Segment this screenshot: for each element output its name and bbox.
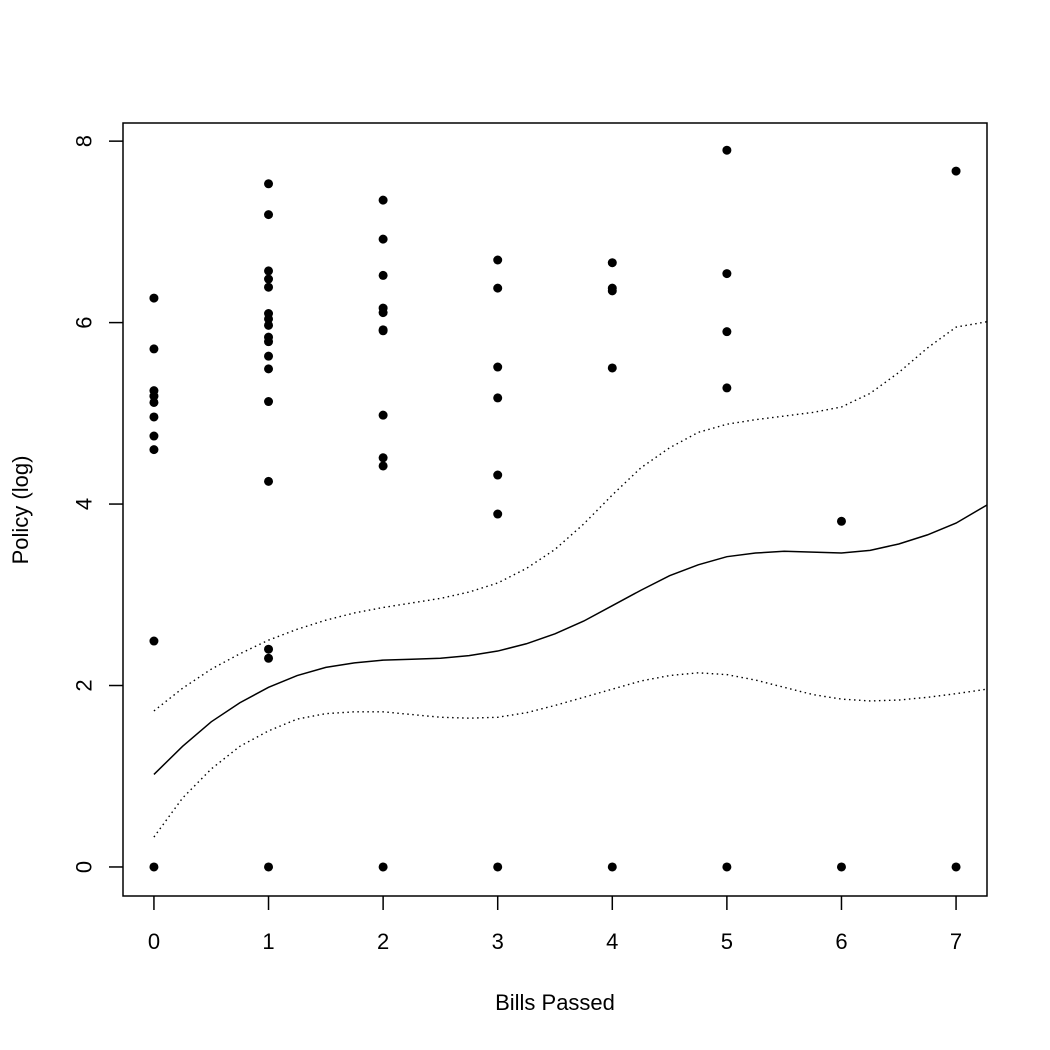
data-point xyxy=(264,644,274,654)
data-point xyxy=(493,509,503,519)
data-point xyxy=(493,283,503,293)
x-tick-label: 2 xyxy=(377,929,389,954)
data-point xyxy=(607,363,617,373)
data-point xyxy=(149,391,159,401)
data-point xyxy=(264,862,274,872)
data-point xyxy=(149,445,159,455)
data-point xyxy=(378,326,388,336)
data-point xyxy=(149,431,159,441)
data-point xyxy=(951,862,961,872)
x-tick-label: 3 xyxy=(492,929,504,954)
plot-frame xyxy=(122,122,988,897)
data-point xyxy=(264,364,274,374)
data-point xyxy=(149,636,159,646)
data-point xyxy=(836,516,846,526)
y-tick-label: 4 xyxy=(72,498,97,510)
y-tick-label: 0 xyxy=(72,861,97,873)
y-tick-label: 6 xyxy=(72,316,97,328)
data-point xyxy=(607,286,617,296)
data-point xyxy=(264,476,274,486)
data-point xyxy=(722,383,732,393)
data-point xyxy=(264,320,274,330)
data-point xyxy=(149,397,159,407)
data-point xyxy=(149,344,159,354)
data-point xyxy=(378,270,388,280)
data-point xyxy=(264,266,274,276)
x-tick-label: 4 xyxy=(606,929,618,954)
y-tick-label: 8 xyxy=(72,135,97,147)
data-point xyxy=(607,862,617,872)
x-tick-label: 0 xyxy=(148,929,160,954)
y-tick-label: 2 xyxy=(72,679,97,691)
data-point xyxy=(264,314,274,324)
data-point xyxy=(722,269,732,279)
data-point xyxy=(264,210,274,220)
data-point xyxy=(607,258,617,268)
data-point xyxy=(378,461,388,471)
data-point xyxy=(149,293,159,303)
x-axis-label: Bills Passed xyxy=(495,990,615,1015)
data-point xyxy=(378,308,388,318)
data-point xyxy=(378,234,388,244)
x-tick-label: 5 xyxy=(721,929,733,954)
fit-line xyxy=(153,504,988,775)
data-point xyxy=(149,412,159,422)
data-point xyxy=(378,862,388,872)
x-tick-label: 1 xyxy=(262,929,274,954)
data-point xyxy=(722,862,732,872)
data-point xyxy=(264,337,274,347)
data-point xyxy=(264,351,274,361)
data-point xyxy=(493,470,503,480)
data-point xyxy=(493,393,503,403)
x-tick-label: 6 xyxy=(835,929,847,954)
data-point xyxy=(378,195,388,205)
data-point xyxy=(722,327,732,337)
confidence-band-line xyxy=(153,321,988,712)
data-point xyxy=(264,653,274,663)
data-point xyxy=(264,282,274,292)
data-point xyxy=(378,410,388,420)
data-point xyxy=(493,862,503,872)
data-point xyxy=(493,255,503,265)
data-point xyxy=(264,397,274,407)
y-axis-label: Policy (log) xyxy=(8,456,33,565)
fit-lines xyxy=(153,321,988,838)
data-point xyxy=(836,862,846,872)
data-point xyxy=(951,166,961,176)
data-points xyxy=(149,145,961,872)
data-point xyxy=(722,145,732,155)
y-axis: 0 2 4 6 8 xyxy=(72,135,123,873)
data-point xyxy=(493,362,503,372)
data-point xyxy=(149,862,159,872)
data-point xyxy=(264,179,274,189)
data-point xyxy=(378,453,388,463)
x-tick-label: 7 xyxy=(950,929,962,954)
data-point xyxy=(264,274,274,284)
x-axis: 0 1 2 3 4 5 6 7 xyxy=(148,896,962,954)
